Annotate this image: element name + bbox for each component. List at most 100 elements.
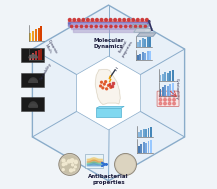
Circle shape [118,19,121,21]
Circle shape [100,81,102,83]
Circle shape [100,85,102,87]
Circle shape [132,19,135,21]
Circle shape [159,102,162,105]
Circle shape [96,19,98,21]
Bar [29,55,31,60]
Circle shape [173,98,175,101]
Circle shape [62,169,64,171]
Circle shape [115,153,136,175]
Circle shape [73,19,76,21]
Circle shape [72,164,74,166]
Circle shape [100,25,102,28]
Circle shape [71,25,73,28]
Circle shape [70,159,73,162]
Bar [137,55,139,60]
Circle shape [110,25,112,28]
Circle shape [105,19,107,21]
FancyBboxPatch shape [21,48,44,62]
Circle shape [106,88,108,90]
Circle shape [68,19,71,21]
Circle shape [110,86,112,88]
Bar [147,51,149,60]
Bar [32,53,34,60]
Bar [38,50,40,60]
Bar [172,70,174,81]
Bar [144,39,146,47]
Circle shape [136,19,139,21]
FancyBboxPatch shape [85,154,103,168]
Circle shape [115,25,117,28]
Circle shape [72,159,74,161]
Circle shape [105,25,107,28]
Bar [29,33,31,41]
Polygon shape [32,5,185,181]
Bar [148,128,150,137]
Polygon shape [96,106,124,108]
Circle shape [141,19,144,21]
Bar [167,86,169,96]
Circle shape [90,25,92,28]
Polygon shape [96,108,121,117]
Bar [162,87,164,96]
Bar [149,37,151,47]
Bar [40,26,43,41]
Circle shape [80,25,83,28]
Circle shape [65,162,67,165]
Circle shape [109,19,112,21]
Bar [139,40,141,47]
Bar [164,72,166,81]
Circle shape [159,95,162,97]
Bar [145,129,147,137]
Circle shape [75,160,77,163]
Circle shape [102,87,104,89]
Circle shape [164,95,166,97]
Circle shape [173,95,175,97]
Circle shape [75,161,77,164]
Circle shape [114,19,117,21]
Circle shape [91,19,94,21]
Bar [147,37,149,47]
Bar [164,85,166,96]
Bar [142,52,144,60]
Bar [159,89,161,96]
Polygon shape [77,56,140,130]
Circle shape [62,163,65,166]
Bar [169,84,171,96]
Circle shape [164,102,166,105]
Bar [150,127,152,137]
Circle shape [59,153,81,175]
Bar [111,85,113,87]
Bar [172,83,174,96]
Bar [32,31,34,41]
Circle shape [159,98,162,101]
Circle shape [73,169,75,171]
Bar [162,74,164,81]
Bar [38,28,40,41]
Bar [144,53,146,60]
FancyBboxPatch shape [21,73,44,87]
Text: Cytotoxicity: Cytotoxicity [174,78,179,100]
Circle shape [139,25,141,28]
Circle shape [105,81,107,83]
Polygon shape [95,70,120,104]
Text: Wettability: Wettability [39,62,53,81]
Circle shape [70,160,73,163]
Bar [148,141,150,153]
Text: Antibacterial
properties: Antibacterial properties [88,174,129,185]
Polygon shape [134,29,153,32]
Circle shape [87,19,89,21]
Circle shape [103,83,105,85]
Circle shape [146,19,148,21]
Circle shape [85,25,87,28]
Circle shape [125,25,127,28]
Text: Flexural
properties: Flexural properties [117,37,134,58]
Circle shape [168,102,171,105]
Circle shape [82,19,85,21]
Polygon shape [130,25,149,28]
Circle shape [60,155,79,174]
Bar [167,73,169,81]
Circle shape [95,25,97,28]
Circle shape [100,19,103,21]
Circle shape [130,25,132,28]
Circle shape [120,25,122,28]
